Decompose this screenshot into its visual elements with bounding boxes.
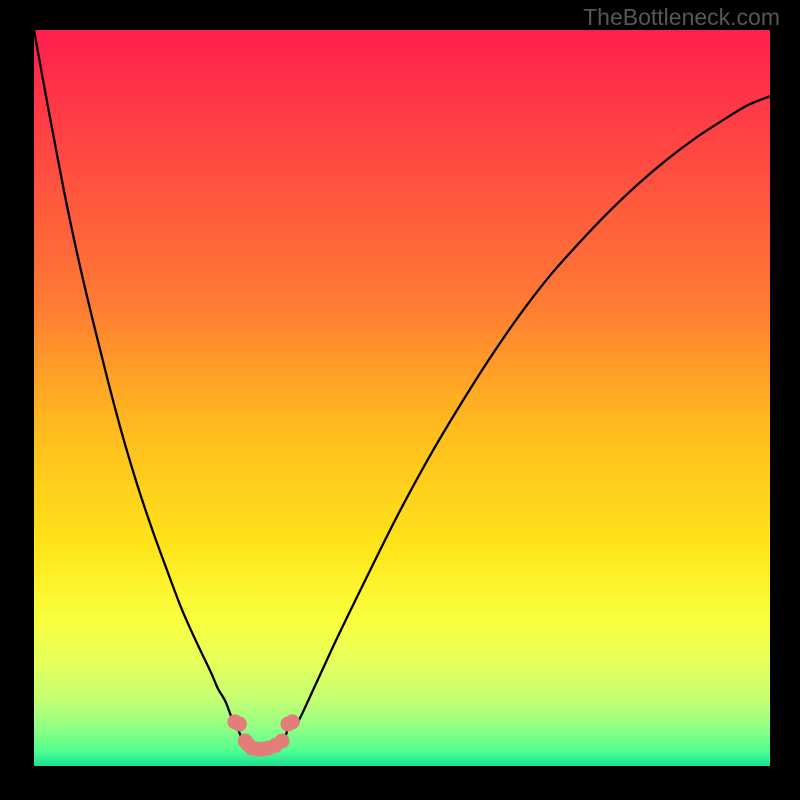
plot-svg — [34, 30, 770, 766]
valley-marker — [275, 733, 290, 748]
valley-marker — [232, 717, 247, 732]
plot-frame — [34, 30, 770, 766]
valley-marker — [285, 714, 300, 729]
bottleneck-curve — [34, 30, 770, 750]
watermark-label: TheBottleneck.com — [583, 4, 780, 31]
